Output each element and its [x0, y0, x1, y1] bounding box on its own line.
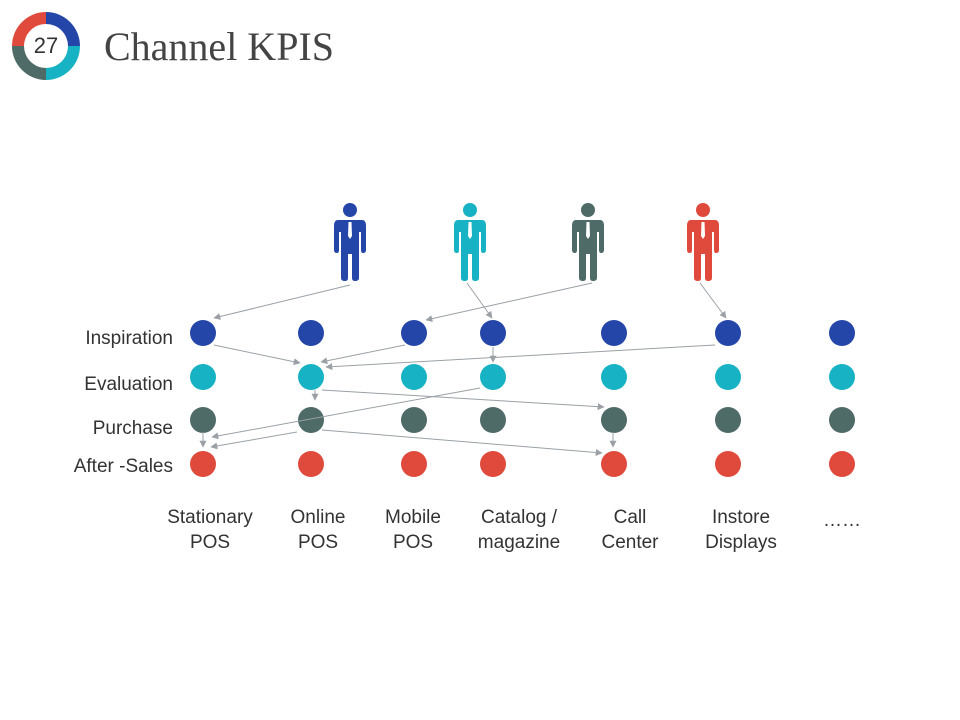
title: Channel KPIS: [104, 24, 334, 69]
stage-dot: [480, 407, 506, 433]
channel-label: Online: [291, 507, 346, 528]
stage-dot: [401, 451, 427, 477]
person-icon: [687, 203, 719, 281]
stage-dot: [190, 320, 216, 346]
labels: Inspiration Evaluation Purchase After -Sale…: [74, 328, 861, 553]
stage-dot: [715, 451, 741, 477]
person-body: [687, 220, 719, 281]
stage-label: Inspiration: [85, 328, 173, 349]
channel-label: POS: [298, 532, 338, 553]
stage-dot: [829, 407, 855, 433]
person-icon: [572, 203, 604, 281]
channel-label: ……: [823, 510, 861, 531]
stage-label: After -Sales: [74, 456, 173, 477]
channel-label: Center: [601, 532, 659, 553]
stage-dot: [401, 407, 427, 433]
channel-label: Stationary: [167, 507, 253, 528]
person-body: [572, 220, 604, 281]
stage-label: Evaluation: [84, 374, 173, 395]
person-tie: [586, 222, 590, 239]
stage-dot: [829, 320, 855, 346]
stage-dot: [190, 451, 216, 477]
person-tie: [701, 222, 705, 239]
stage-dot: [480, 320, 506, 346]
channel-label: Displays: [705, 532, 777, 553]
channel-label: Call: [614, 507, 647, 528]
person-icon: [334, 203, 366, 281]
person-head: [343, 203, 357, 217]
person-icon: [454, 203, 486, 281]
person-body: [334, 220, 366, 281]
people: [334, 203, 719, 281]
arrows: [199, 282, 727, 456]
stage-dot: [190, 407, 216, 433]
slide-number: 27: [34, 33, 58, 58]
channel-label: magazine: [478, 532, 560, 553]
person-body: [454, 220, 486, 281]
person-head: [463, 203, 477, 217]
stage-dot: [601, 364, 627, 390]
stage-dot: [298, 407, 324, 433]
channel-label: Catalog /: [481, 507, 558, 528]
stage-dot: [829, 364, 855, 390]
stage-dot: [601, 407, 627, 433]
stage-dot: [601, 451, 627, 477]
stage-label: Purchase: [93, 418, 173, 439]
stage-dot: [829, 451, 855, 477]
person-tie: [348, 222, 352, 239]
person-head: [696, 203, 710, 217]
dot-grid: [190, 320, 855, 477]
stage-dot: [298, 451, 324, 477]
stage-dot: [715, 364, 741, 390]
stage-dot: [298, 320, 324, 346]
stage-dot: [715, 407, 741, 433]
stage-dot: [401, 364, 427, 390]
slide-badge: 27: [12, 12, 80, 80]
stage-dot: [190, 364, 216, 390]
stage-dot: [601, 320, 627, 346]
channel-label: POS: [393, 532, 433, 553]
stage-dot: [715, 320, 741, 346]
channel-label: Mobile: [385, 507, 441, 528]
stage-dot: [401, 320, 427, 346]
channel-label: POS: [190, 532, 230, 553]
channel-label: Instore: [712, 507, 770, 528]
stage-dot: [480, 364, 506, 390]
person-head: [581, 203, 595, 217]
stage-dot: [298, 364, 324, 390]
stage-dot: [480, 451, 506, 477]
person-tie: [468, 222, 472, 239]
